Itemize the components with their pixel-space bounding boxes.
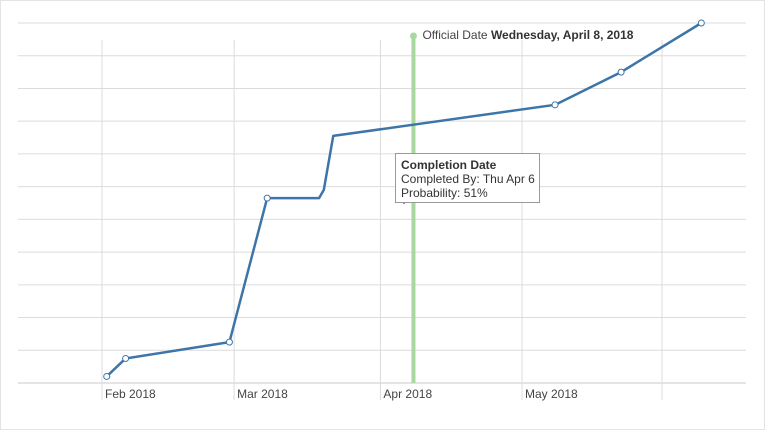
- horizontal-gridlines: [18, 22, 746, 384]
- data-point: [122, 354, 130, 362]
- data-point: [617, 68, 625, 76]
- tooltip-completed-by: Completed By: Thu Apr 6: [401, 172, 535, 186]
- data-point: [697, 19, 705, 27]
- tooltip-probability: Probability: 51%: [401, 186, 488, 200]
- series-group: [103, 19, 705, 380]
- x-tick-label: May 2018: [525, 387, 578, 401]
- official-date-marker: [409, 32, 417, 40]
- data-point: [263, 194, 271, 202]
- x-tick-label: Feb 2018: [105, 387, 156, 401]
- tooltip-title: Completion Date: [401, 158, 497, 172]
- x-tick-label: Apr 2018: [383, 387, 432, 401]
- official-date-label: Official Date Wednesday, April 8, 2018: [422, 28, 633, 42]
- official-date-value: Wednesday, April 8, 2018: [491, 28, 634, 42]
- data-point: [103, 372, 111, 380]
- completion-tooltip: Completion Date Completed By: Thu Apr 6 …: [395, 153, 540, 203]
- official-date-line: Official Date Wednesday, April 8, 2018: [409, 28, 634, 383]
- vertical-gridlines: [101, 40, 663, 400]
- x-axis-tick-labels: Feb 2018 Mar 2018 Apr 2018 May 2018: [105, 387, 578, 401]
- official-date-prefix: Official Date: [422, 28, 490, 42]
- data-point: [225, 338, 233, 346]
- series-line: [105, 21, 702, 378]
- data-point: [551, 101, 559, 109]
- x-tick-label: Mar 2018: [237, 387, 288, 401]
